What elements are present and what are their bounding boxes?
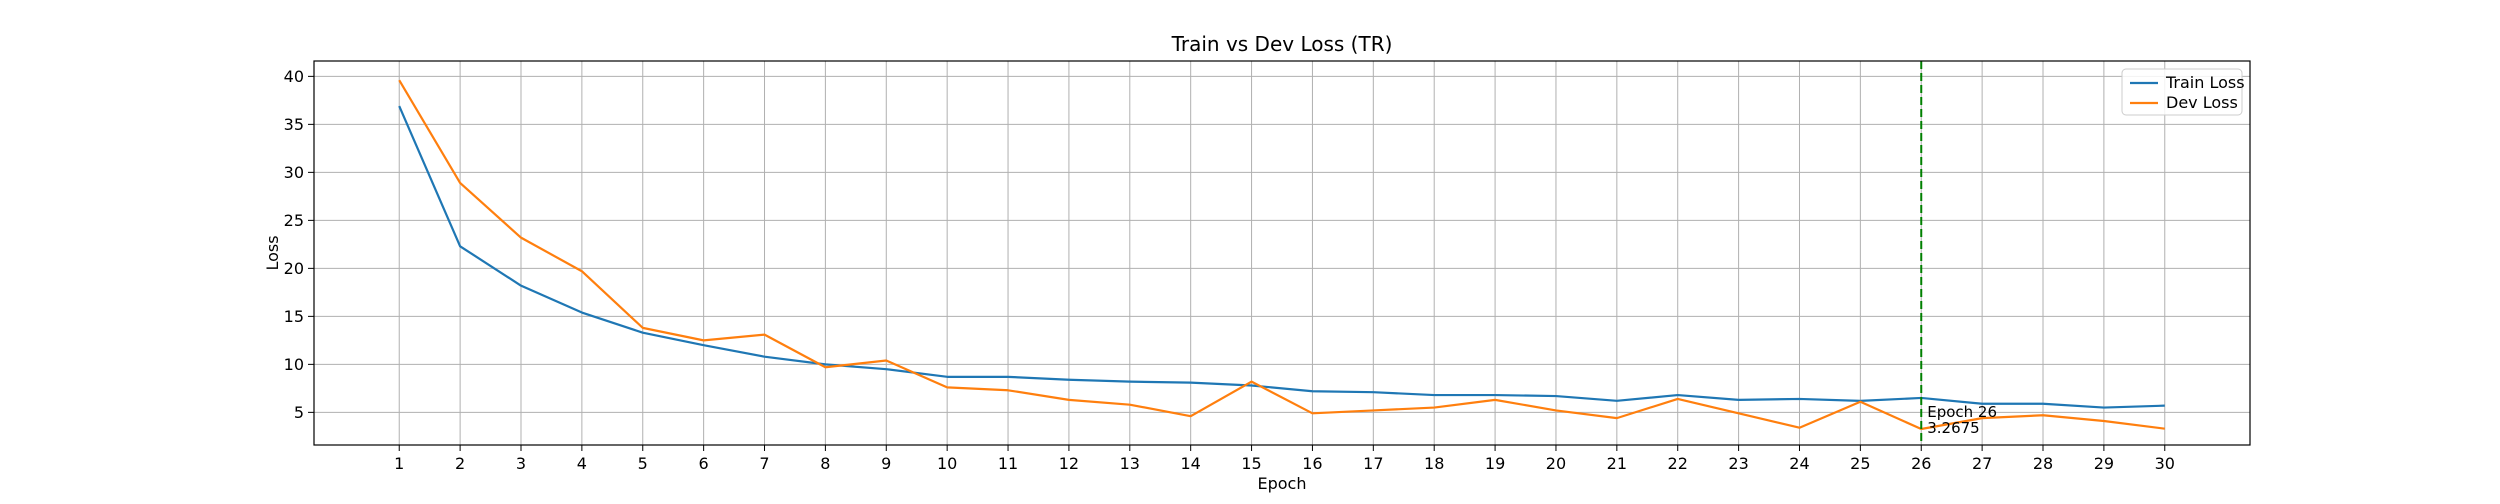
y-tick-label: 15 bbox=[284, 307, 304, 326]
plot-frame bbox=[313, 60, 2251, 446]
chart-title: Train vs Dev Loss (TR) bbox=[1171, 32, 1393, 56]
x-tick-label: 1 bbox=[394, 454, 404, 473]
x-tick-label: 25 bbox=[1850, 454, 1870, 473]
x-tick-label: 23 bbox=[1728, 454, 1748, 473]
x-tick-label: 21 bbox=[1607, 454, 1627, 473]
y-tick-label: 20 bbox=[284, 259, 304, 278]
x-tick-label: 28 bbox=[2033, 454, 2053, 473]
x-axis-label: Epoch bbox=[1258, 474, 1307, 493]
series-line-dev-loss bbox=[398, 79, 2165, 431]
y-tick-label: 40 bbox=[284, 67, 304, 86]
x-tick-label: 29 bbox=[2094, 454, 2114, 473]
y-tick-label: 25 bbox=[284, 211, 304, 230]
x-tick-label: 9 bbox=[881, 454, 891, 473]
x-tick-label: 8 bbox=[820, 454, 830, 473]
series-line-train-loss bbox=[398, 105, 2165, 409]
x-tick-label: 5 bbox=[638, 454, 648, 473]
x-tick-label: 16 bbox=[1302, 454, 1322, 473]
x-tick-label: 18 bbox=[1424, 454, 1444, 473]
y-tick-label: 30 bbox=[284, 163, 304, 182]
x-tick-label: 3 bbox=[516, 454, 526, 473]
x-tick-label: 13 bbox=[1120, 454, 1140, 473]
y-tick-label: 10 bbox=[284, 355, 304, 374]
best-epoch-annotation: Epoch 26 bbox=[1927, 403, 1997, 421]
best-epoch-marker: Epoch 263.2675 bbox=[1920, 61, 1997, 445]
x-tick-label: 4 bbox=[577, 454, 587, 473]
x-tick-label: 11 bbox=[998, 454, 1018, 473]
x-tick-label: 6 bbox=[699, 454, 709, 473]
x-tick-label: 17 bbox=[1363, 454, 1383, 473]
x-axis-ticks: 1 2 3 4 5 6 7 8 9 10 11 12 13 14 15 16 17 18 19 20 21 22 23 24 2… bbox=[394, 445, 2175, 473]
x-tick-label: 20 bbox=[1546, 454, 1566, 473]
x-tick-label: 27 bbox=[1972, 454, 1992, 473]
legend-label: Train Loss bbox=[2165, 73, 2245, 92]
legend-label: Dev Loss bbox=[2166, 93, 2238, 112]
y-axis-label: Loss bbox=[263, 235, 282, 270]
series-lines bbox=[398, 79, 2165, 431]
grid bbox=[314, 61, 2250, 445]
x-tick-label: 30 bbox=[2155, 454, 2175, 473]
y-axis-ticks: 5 10 15 20 25 30 35 40 bbox=[284, 67, 314, 422]
y-tick-label: 35 bbox=[284, 115, 304, 134]
best-value-annotation: 3.2675 bbox=[1927, 419, 1980, 437]
x-tick-label: 2 bbox=[455, 454, 465, 473]
x-tick-label: 24 bbox=[1789, 454, 1809, 473]
x-tick-label: 10 bbox=[937, 454, 957, 473]
x-tick-label: 14 bbox=[1180, 454, 1200, 473]
x-tick-label: 26 bbox=[1911, 454, 1931, 473]
y-tick-label: 5 bbox=[294, 403, 304, 422]
x-tick-label: 7 bbox=[759, 454, 769, 473]
x-tick-label: 12 bbox=[1059, 454, 1079, 473]
x-tick-label: 19 bbox=[1485, 454, 1505, 473]
x-tick-label: 15 bbox=[1241, 454, 1261, 473]
x-tick-label: 22 bbox=[1668, 454, 1688, 473]
